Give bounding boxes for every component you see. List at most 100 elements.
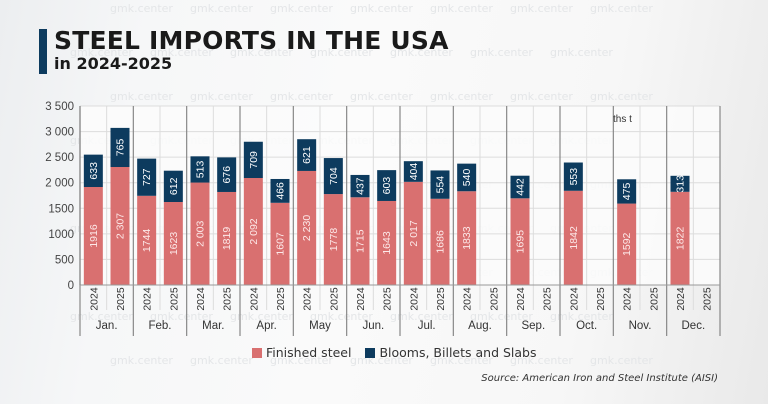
bar-blooms-billets-slabs	[137, 158, 157, 196]
bar-finished-steel	[137, 195, 157, 285]
data-label-finished-steel: 1778	[328, 228, 340, 252]
bar-blooms-billets-slabs	[270, 178, 290, 203]
x-tick-label-year: 2025	[488, 287, 500, 311]
x-tick-label-month: Sep.	[521, 320, 545, 332]
data-label-blooms-billets-slabs: 437	[355, 177, 367, 195]
x-tick-label-month: May	[309, 320, 331, 332]
data-label-blooms-billets-slabs: 404	[408, 163, 420, 181]
data-label-blooms-billets-slabs: 633	[88, 162, 100, 180]
x-tick-label-year: 2024	[568, 287, 580, 311]
y-tick-label: 2 500	[45, 152, 74, 164]
x-tick-label-month: Jan.	[96, 320, 118, 332]
bar-blooms-billets-slabs	[457, 163, 477, 192]
x-tick-label-year: 2024	[302, 287, 314, 311]
x-tick-label-month: Jul.	[418, 320, 436, 332]
bar-blooms-billets-slabs	[617, 179, 637, 204]
data-label-blooms-billets-slabs: 704	[328, 167, 340, 185]
bar-blooms-billets-slabs	[323, 158, 343, 195]
x-tick-label-month: Dec.	[682, 320, 706, 332]
x-tick-label-year: 2025	[222, 287, 234, 311]
bar-blooms-billets-slabs	[563, 162, 583, 191]
y-tick-label: 500	[55, 254, 74, 266]
x-tick-label-year: 2024	[408, 287, 420, 311]
bar-blooms-billets-slabs	[110, 127, 130, 168]
bar-blooms-billets-slabs	[350, 174, 370, 198]
bar-finished-steel	[217, 191, 237, 285]
chart-subtitle: in 2024-2025	[54, 54, 173, 73]
data-label-finished-steel: 1715	[355, 229, 367, 253]
bar-finished-steel	[243, 178, 263, 285]
bar-blooms-billets-slabs	[190, 156, 210, 183]
data-label-finished-steel: 1623	[168, 232, 180, 256]
bar-finished-steel	[190, 182, 210, 285]
data-label-blooms-billets-slabs: 676	[221, 166, 233, 184]
bar-blooms-billets-slabs	[217, 157, 237, 192]
x-tick-label-year: 2024	[248, 287, 260, 311]
bar-finished-steel	[457, 191, 477, 285]
bar-finished-steel	[563, 190, 583, 285]
bar-finished-steel	[617, 203, 637, 285]
bar-finished-steel	[110, 167, 130, 285]
bar-finished-steel	[430, 198, 450, 285]
bar-finished-steel	[83, 187, 103, 285]
data-label-finished-steel: 2 307	[115, 213, 127, 239]
bar-blooms-billets-slabs	[403, 161, 423, 182]
data-label-finished-steel: 1822	[675, 227, 687, 251]
data-label-blooms-billets-slabs: 540	[461, 169, 473, 187]
data-label-finished-steel: 1695	[515, 230, 527, 254]
x-tick-label-month: Aug.	[468, 320, 492, 332]
data-label-blooms-billets-slabs: 765	[115, 139, 127, 157]
legend-swatch-blooms-billets-slabs	[365, 347, 376, 358]
y-tick-label: 0	[68, 280, 74, 292]
data-label-finished-steel: 2 230	[301, 215, 313, 241]
x-tick-label-month: Apr.	[256, 320, 276, 332]
data-label-finished-steel: 1686	[435, 230, 447, 254]
data-label-blooms-billets-slabs: 442	[515, 178, 527, 196]
x-tick-label-month: Oct.	[576, 320, 597, 332]
unit-label: ths t	[613, 114, 632, 125]
y-tick-label: 1000	[48, 229, 74, 241]
x-tick-label-year: 2024	[88, 287, 100, 311]
bar-finished-steel	[510, 198, 530, 285]
bar-finished-steel	[163, 201, 183, 285]
data-label-blooms-billets-slabs: 727	[141, 168, 153, 186]
data-label-finished-steel: 2 092	[248, 218, 260, 244]
data-label-finished-steel: 1833	[461, 226, 473, 250]
bar-blooms-billets-slabs	[510, 175, 530, 199]
legend-swatch-finished-steel	[252, 347, 262, 358]
bar-finished-steel	[270, 202, 290, 285]
bar-blooms-billets-slabs	[377, 170, 397, 201]
bar-blooms-billets-slabs	[83, 154, 103, 188]
x-tick-label-year: 2025	[328, 287, 340, 311]
x-tick-label-year: 2025	[542, 287, 554, 311]
x-tick-label-year: 2024	[622, 287, 634, 311]
data-label-finished-steel: 1744	[141, 229, 153, 253]
data-label-blooms-billets-slabs: 513	[195, 161, 207, 179]
x-tick-label-month: Feb.	[148, 320, 171, 332]
x-tick-label-month: Nov.	[629, 320, 652, 332]
data-label-finished-steel: 2 017	[408, 220, 420, 246]
bar-blooms-billets-slabs	[430, 170, 450, 199]
data-label-finished-steel: 1592	[621, 232, 633, 256]
bar-blooms-billets-slabs	[163, 170, 183, 202]
y-tick-label: 3 000	[45, 127, 74, 139]
x-tick-label-year: 2025	[435, 287, 447, 311]
legend-label: Blooms, Billets and Slabs	[379, 345, 537, 360]
bar-finished-steel	[297, 170, 317, 285]
x-tick-label-year: 2025	[275, 287, 287, 311]
data-label-finished-steel: 1842	[568, 226, 580, 250]
legend-item-finished-steel: Finished steel	[252, 345, 351, 360]
x-tick-label-year: 2025	[595, 287, 607, 311]
x-tick-label-year: 2025	[168, 287, 180, 311]
x-tick-label-year: 2025	[702, 287, 714, 311]
y-tick-label: 3 500	[45, 101, 74, 113]
data-label-blooms-billets-slabs: 603	[381, 177, 393, 195]
data-label-blooms-billets-slabs: 466	[275, 182, 287, 200]
bar-finished-steel	[377, 200, 397, 285]
x-tick-label-year: 2024	[515, 287, 527, 311]
x-tick-label-month: Mar.	[202, 320, 224, 332]
data-label-blooms-billets-slabs: 709	[248, 151, 260, 169]
data-label-blooms-billets-slabs: 621	[301, 146, 313, 164]
x-tick-label-year: 2024	[355, 287, 367, 311]
